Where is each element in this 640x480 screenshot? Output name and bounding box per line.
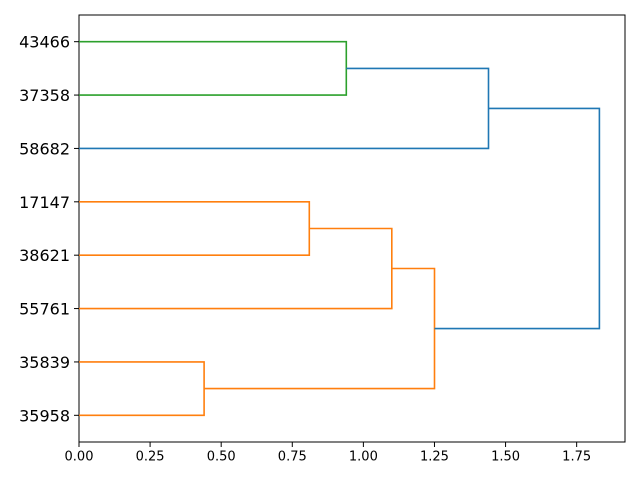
x-axis-tick-label: 1.25 xyxy=(420,450,449,465)
x-axis-tick-label: 1.75 xyxy=(562,450,591,465)
dendrogram-link-3 xyxy=(79,227,393,310)
dendrogram-link-2 xyxy=(79,201,311,256)
leaf-label: 38621 xyxy=(19,246,70,265)
dendrogram-link-6 xyxy=(434,107,601,330)
dendrogram-link-5 xyxy=(204,267,436,390)
x-axis-tick-label: 0.75 xyxy=(278,450,307,465)
dendrogram-link-0 xyxy=(79,40,348,96)
x-axis-tick-label: 0.50 xyxy=(207,450,236,465)
leaf-label: 35839 xyxy=(19,353,70,372)
leaf-label: 37358 xyxy=(19,86,70,105)
leaf-label: 55761 xyxy=(19,300,70,319)
x-axis-tick-label: 1.50 xyxy=(491,450,520,465)
leaf-label: 35958 xyxy=(19,406,70,425)
dendrogram-link-1 xyxy=(79,67,490,150)
leaf-label: 58682 xyxy=(19,139,70,158)
x-axis-tick-label: 0.25 xyxy=(136,450,165,465)
dendrogram-link-4 xyxy=(79,361,205,417)
leaf-label: 17147 xyxy=(19,193,70,212)
x-axis-tick-label: 1.00 xyxy=(349,450,378,465)
leaf-label: 43466 xyxy=(19,33,70,52)
plot-border xyxy=(78,14,626,443)
x-axis-tick-label: 0.00 xyxy=(65,450,94,465)
